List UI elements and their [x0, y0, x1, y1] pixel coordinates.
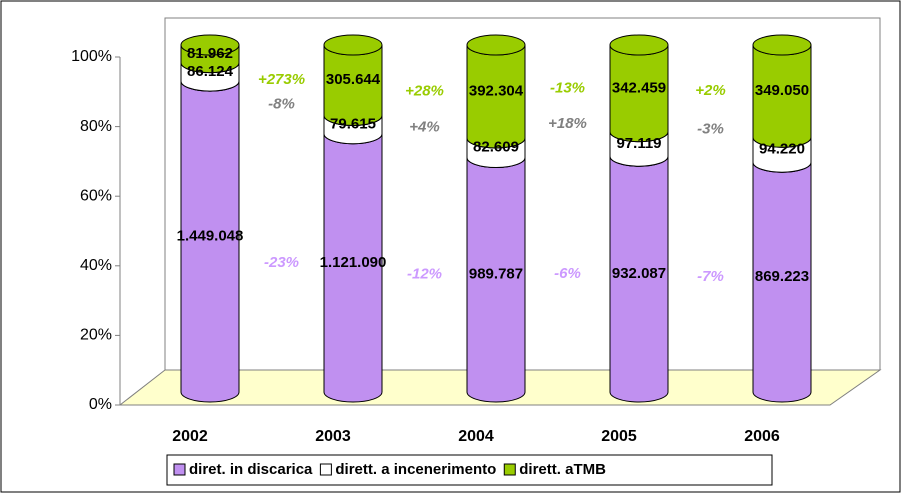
data-label: 932.087 — [612, 265, 666, 282]
x-tick-label: 2004 — [458, 428, 494, 445]
x-tick-label: 2003 — [315, 428, 351, 445]
legend-label: dirett. aTMB — [519, 461, 606, 478]
data-label: 342.459 — [612, 79, 666, 96]
data-label: 989.787 — [469, 266, 523, 283]
change-label: -7% — [697, 268, 724, 285]
bar-top — [323, 34, 383, 56]
legend-swatch — [503, 463, 516, 476]
legend-label: diret. in discarica — [189, 461, 313, 478]
x-tick-label: 2005 — [601, 428, 637, 445]
y-tick-label: 60% — [80, 187, 112, 204]
back-wall — [164, 17, 881, 370]
bar-top — [752, 34, 812, 56]
y-tick-label: 20% — [80, 327, 112, 344]
change-label: +2% — [695, 82, 725, 99]
legend-box — [166, 454, 773, 486]
y-tick-label: 100% — [71, 48, 112, 65]
y-tick-label: 80% — [80, 118, 112, 135]
change-label: -8% — [268, 96, 295, 113]
y-tick-label: 0% — [89, 396, 112, 413]
x-tick-label: 2006 — [744, 428, 780, 445]
legend-swatch — [173, 463, 186, 476]
data-label: 82.609 — [473, 139, 519, 156]
data-label: 81.962 — [187, 45, 233, 62]
y-tick-label: 40% — [80, 257, 112, 274]
data-label: 869.223 — [755, 268, 809, 285]
change-label: -6% — [554, 265, 581, 282]
data-label: 97.119 — [616, 135, 661, 152]
data-label: 392.304 — [469, 82, 524, 99]
walls — [164, 17, 881, 370]
x-tick-label: 2002 — [172, 428, 208, 445]
data-label: 86.124 — [187, 63, 234, 80]
legend-label: dirett. a incenerimento — [335, 461, 496, 478]
change-label: +4% — [409, 119, 439, 136]
data-label: 1.449.048 — [177, 228, 244, 245]
bar-top — [609, 34, 669, 56]
data-label: 305.644 — [326, 71, 381, 88]
change-label: +18% — [548, 115, 587, 132]
bar-top — [466, 34, 526, 56]
change-label: +273% — [258, 71, 305, 88]
data-label: 79.615 — [330, 116, 376, 133]
data-label: 349.050 — [755, 82, 809, 99]
data-label: 1.121.090 — [320, 254, 387, 271]
change-label: -3% — [697, 121, 724, 138]
legend: diret. in discarica dirett. a incenerimen… — [166, 454, 773, 486]
legend-swatch — [319, 463, 332, 476]
bar-top — [180, 34, 240, 56]
change-label: +28% — [405, 82, 444, 99]
change-label: -23% — [264, 254, 299, 271]
data-label: 94.220 — [759, 141, 805, 158]
change-label: -13% — [550, 79, 585, 96]
change-label: -12% — [407, 266, 442, 283]
